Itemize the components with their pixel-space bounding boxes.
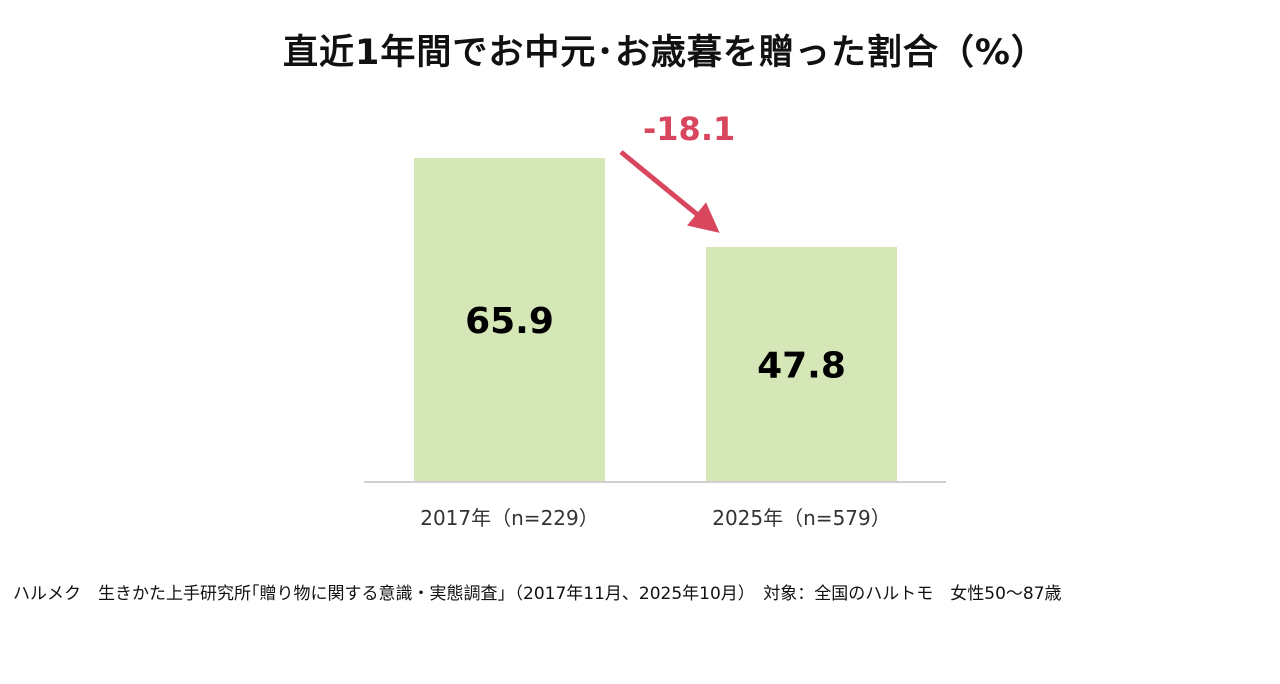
chart-title: 直近1年間でお中元･お歳暮を贈った割合（%） — [283, 33, 1047, 73]
bar-value-label-2: 47.8 — [757, 345, 846, 386]
bar-value-label-1: 65.9 — [465, 301, 554, 342]
decline-arrow — [619, 150, 720, 233]
bar-1 — [414, 158, 605, 482]
bar-2 — [706, 246, 897, 482]
x-tick-label-2: 2025年（n=579） — [712, 506, 891, 530]
x-tick-label-1: 2017年（n=229） — [420, 506, 599, 530]
delta-label: -18.1 — [643, 110, 735, 148]
source-note: ハルメク 生きかた上手研究所｢贈り物に関する意識・実態調査｣（2017年11月、… — [13, 584, 1062, 604]
